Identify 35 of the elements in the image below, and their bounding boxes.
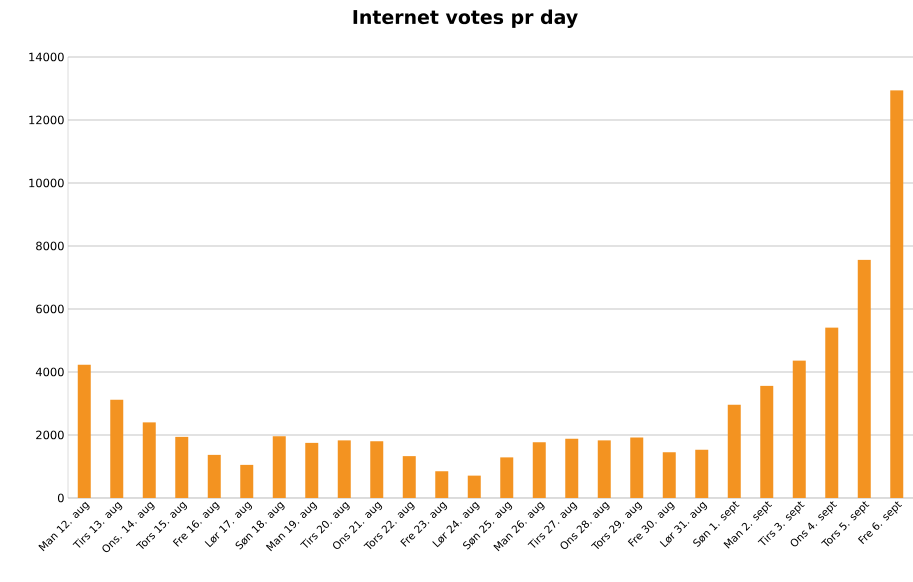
bar bbox=[565, 438, 578, 498]
bar bbox=[598, 440, 611, 498]
y-tick-label: 14000 bbox=[29, 52, 64, 62]
bar bbox=[272, 436, 286, 498]
bar bbox=[662, 452, 676, 498]
bar bbox=[208, 454, 221, 498]
bar bbox=[402, 456, 416, 498]
bar bbox=[468, 476, 481, 498]
bar bbox=[338, 440, 351, 498]
y-tick-label: 6000 bbox=[36, 304, 64, 314]
y-tick-label: 8000 bbox=[36, 242, 64, 250]
bar bbox=[858, 260, 871, 498]
y-tick-label: 0 bbox=[58, 494, 64, 502]
bar bbox=[370, 441, 384, 498]
bar bbox=[110, 400, 124, 498]
bar bbox=[630, 438, 644, 498]
bar bbox=[500, 457, 514, 498]
bar bbox=[240, 464, 254, 498]
bar bbox=[78, 364, 91, 498]
bar bbox=[695, 450, 708, 498]
bar bbox=[760, 386, 774, 498]
bar bbox=[792, 360, 806, 498]
bar bbox=[890, 90, 904, 498]
y-tick-label: 4000 bbox=[36, 368, 64, 376]
bar bbox=[142, 422, 156, 498]
bar bbox=[728, 404, 741, 498]
bar bbox=[435, 471, 448, 498]
bar bbox=[825, 328, 838, 498]
y-tick-label: 10000 bbox=[29, 178, 64, 188]
bar bbox=[532, 442, 546, 498]
chart-title: Internet votes pr day bbox=[354, 10, 578, 28]
bar bbox=[305, 442, 318, 498]
y-tick-label: 2000 bbox=[36, 430, 64, 440]
y-tick-label: 12000 bbox=[29, 116, 64, 124]
bar bbox=[175, 436, 188, 498]
